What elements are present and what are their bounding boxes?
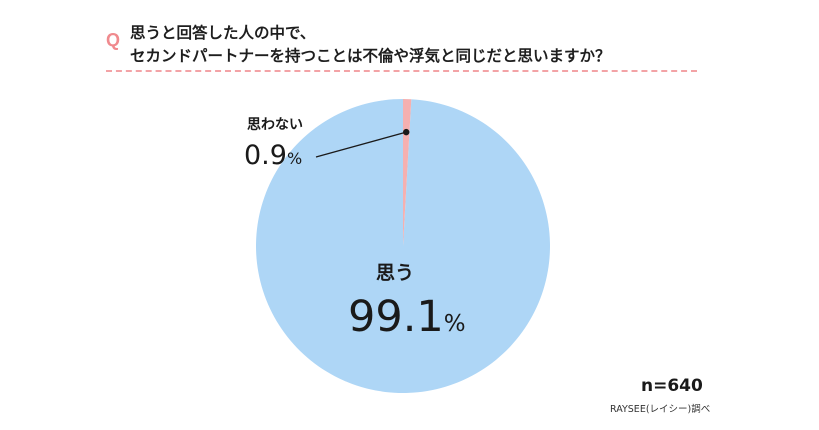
question-line-2: セカンドパートナーを持つことは不倫や浮気と同じだと思いますか？ — [130, 47, 611, 65]
slice-value-omowanai-number: 0.9 — [244, 140, 287, 171]
question-line-1: 思うと回答した人の中で、 — [130, 24, 316, 42]
slice-label-omou: 思う — [376, 262, 415, 284]
source-note: RAYSEE(レイシー)調べ — [610, 404, 711, 415]
slice-value-omou: 99.1% — [348, 292, 466, 342]
slice-label-omowanai: 思わない — [247, 117, 303, 133]
slice-value-omowanai: 0.9% — [244, 140, 302, 171]
leader-line — [315, 131, 407, 158]
pie-slice-omou — [256, 99, 551, 393]
dashed-divider — [106, 70, 697, 72]
percent-unit: % — [286, 149, 303, 168]
percent-unit: % — [443, 311, 466, 337]
question-title: 思うと回答した人の中で、 セカンドパートナーを持つことは不倫や浮気と同じだと思い… — [130, 22, 611, 68]
slice-value-omou-number: 99.1 — [348, 292, 444, 342]
question-mark: Q — [106, 30, 121, 50]
leader-dot — [403, 128, 410, 136]
pie-slice-omowanai — [403, 99, 412, 246]
sample-size: n=640 — [641, 376, 703, 396]
